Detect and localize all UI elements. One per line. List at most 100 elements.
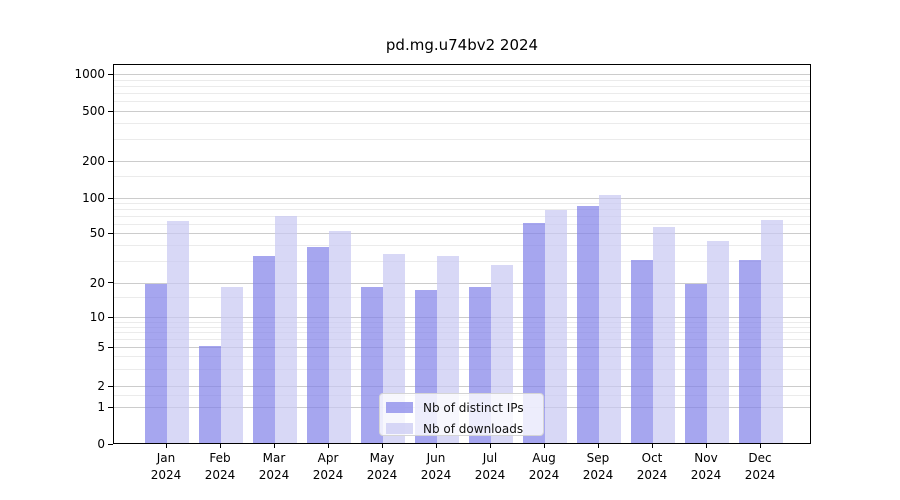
bar-distinct-ips-may — [361, 286, 383, 443]
y-tick-mark — [108, 232, 113, 234]
y-tick-label-50: 50 — [89, 226, 105, 240]
bar-downloads-feb — [221, 286, 243, 443]
x-tick-year: 2024 — [528, 468, 560, 482]
y-tick-mark — [108, 197, 113, 199]
y-gridline-major — [114, 347, 810, 348]
chart-title: pd.mg.u74bv2 2024 — [385, 36, 539, 54]
y-gridline-minor — [114, 79, 810, 81]
x-tick-month: Oct — [641, 451, 663, 465]
y-gridline-minor — [114, 245, 810, 247]
bar-downloads-jan — [167, 221, 189, 443]
y-gridline-major — [114, 161, 810, 162]
x-tick-mark — [652, 444, 653, 448]
x-tick-month: Dec — [748, 451, 772, 465]
x-tick-label-oct: Oct 2024 — [637, 450, 668, 484]
y-tick-label-0: 0 — [97, 437, 105, 451]
x-tick-label-feb: Feb 2024 — [205, 450, 236, 484]
x-tick-month: May — [369, 451, 395, 465]
x-tick-label-apr: Apr 2024 — [313, 450, 344, 484]
bar-distinct-ips-jan — [145, 284, 167, 443]
y-gridline-minor — [114, 368, 810, 370]
bar-distinct-ips-dec — [739, 259, 761, 443]
x-tick-label-sep: Sep 2024 — [583, 450, 614, 484]
x-tick-mark — [760, 444, 761, 448]
y-gridline-major — [114, 233, 810, 234]
legend-label-distinct-ips: Nb of distinct IPs — [423, 400, 524, 415]
x-tick-label-jan: Jan 2024 — [151, 450, 182, 484]
bar-distinct-ips-oct — [631, 259, 653, 443]
y-gridline-major — [114, 386, 810, 387]
x-tick-mark — [490, 444, 491, 448]
y-tick-mark — [108, 316, 113, 318]
y-tick-mark — [108, 110, 113, 112]
y-gridline-minor — [114, 209, 810, 211]
y-gridline-minor — [114, 296, 810, 298]
y-gridline-major — [114, 317, 810, 318]
y-gridline-minor — [114, 216, 810, 217]
bar-distinct-ips-apr — [307, 246, 329, 443]
y-gridline-major — [114, 111, 810, 112]
x-tick-mark — [706, 444, 707, 448]
bar-distinct-ips-feb — [199, 346, 221, 443]
x-tick-year: 2024 — [636, 468, 668, 482]
x-tick-year: 2024 — [474, 468, 506, 482]
x-tick-label-aug: Aug 2024 — [529, 450, 560, 484]
x-tick-month: Jan — [156, 451, 176, 465]
y-tick-label-1: 1 — [97, 400, 105, 414]
y-tick-label-5: 5 — [97, 340, 105, 354]
bar-downloads-aug — [545, 210, 567, 443]
x-tick-month: Apr — [317, 451, 339, 465]
x-tick-month: Feb — [209, 451, 231, 465]
x-tick-label-jul: Jul 2024 — [475, 450, 506, 484]
x-tick-mark — [274, 444, 275, 448]
y-gridline-minor — [114, 260, 810, 262]
bar-downloads-sep — [599, 195, 621, 443]
y-tick-mark — [108, 346, 113, 348]
bar-downloads-nov — [707, 241, 729, 443]
y-tick-label-200: 200 — [82, 154, 105, 168]
x-tick-year: 2024 — [258, 468, 290, 482]
bar-downloads-mar — [275, 216, 297, 443]
bar-distinct-ips-mar — [253, 256, 275, 443]
x-tick-mark — [382, 444, 383, 448]
bar-downloads-oct — [653, 227, 675, 443]
y-tick-mark — [108, 406, 113, 408]
y-gridline-minor — [114, 326, 810, 328]
y-gridline-minor — [114, 356, 810, 358]
x-tick-label-jun: Jun 2024 — [421, 450, 452, 484]
y-gridline-major — [114, 282, 810, 284]
x-tick-mark — [544, 444, 545, 448]
plot-area — [113, 64, 811, 444]
x-tick-label-dec: Dec 2024 — [745, 450, 776, 484]
y-gridline-minor — [114, 85, 810, 87]
y-gridline-major — [114, 74, 810, 75]
bar-downloads-apr — [329, 231, 351, 443]
x-tick-year: 2024 — [582, 468, 614, 482]
legend-swatch-downloads — [386, 423, 413, 434]
x-tick-month: Jul — [482, 451, 498, 465]
y-gridline-minor — [114, 332, 810, 334]
y-tick-label-2: 2 — [97, 379, 105, 393]
x-tick-label-mar: Mar 2024 — [259, 450, 290, 484]
bar-distinct-ips-aug — [523, 222, 545, 443]
y-tick-label-100: 100 — [82, 191, 105, 205]
y-gridline-minor — [114, 123, 810, 125]
x-tick-label-may: May 2024 — [367, 450, 398, 484]
y-gridline-minor — [114, 321, 810, 323]
x-tick-mark — [436, 444, 437, 448]
x-tick-month: Nov — [694, 451, 718, 465]
legend: Nb of distinct IPs Nb of downloads — [379, 393, 544, 436]
y-tick-mark — [108, 385, 113, 387]
legend-swatch-distinct-ips — [386, 402, 413, 413]
y-gridline-minor — [114, 339, 810, 341]
bar-distinct-ips-nov — [685, 284, 707, 443]
bar-downloads-dec — [761, 220, 783, 443]
x-tick-mark — [220, 444, 221, 448]
x-tick-year: 2024 — [150, 468, 182, 482]
x-tick-month: Jun — [426, 451, 446, 465]
y-gridline-minor — [114, 93, 810, 95]
y-tick-mark — [108, 160, 113, 162]
y-tick-mark — [108, 443, 113, 445]
y-tick-mark — [108, 73, 113, 75]
